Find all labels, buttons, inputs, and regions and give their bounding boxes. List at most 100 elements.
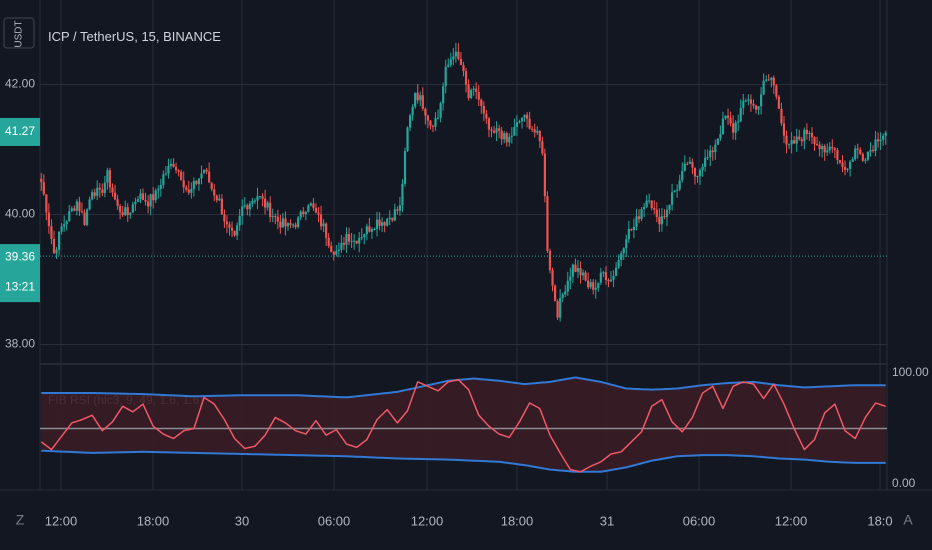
candle-body (314, 207, 318, 213)
candle-body (462, 65, 465, 72)
candle-body (602, 272, 605, 274)
candle-body (317, 212, 320, 215)
auto-scale-button[interactable]: A (903, 512, 913, 528)
candle-body (370, 229, 374, 232)
candle-body (108, 170, 112, 188)
candle-body (676, 189, 679, 191)
candle-body (836, 149, 839, 161)
left-scale-label[interactable]: USDT (14, 20, 25, 47)
candle-body (419, 95, 422, 101)
candle-body (393, 209, 396, 221)
candle-body (592, 282, 595, 290)
price-axis[interactable]: 42.00 40.00 38.00 41.27 39.36 13:21 (0, 77, 40, 351)
candle-body (391, 217, 394, 221)
candle-body (642, 206, 646, 210)
candle-body (490, 129, 493, 131)
candle-body (312, 203, 315, 208)
candle-body (360, 237, 363, 239)
price-tick-40: 40.00 (5, 207, 35, 221)
candle-body (866, 151, 870, 160)
timezone-button[interactable]: Z (16, 512, 25, 528)
candle-body (182, 180, 185, 188)
candle-body (815, 143, 819, 145)
candle-body (665, 209, 669, 218)
time-label: 12:00 (411, 513, 444, 528)
last-price-box (0, 117, 40, 146)
candle-body (803, 129, 806, 142)
candle-body (559, 297, 562, 318)
candle-body (510, 135, 513, 137)
candle-body (337, 249, 340, 251)
candle-body (243, 205, 246, 207)
candle-body (411, 106, 414, 116)
candle-body (375, 219, 379, 230)
candle-body (793, 140, 796, 144)
candle-body (406, 127, 409, 151)
candle-body (798, 136, 801, 140)
candle-body (744, 100, 747, 102)
candle-body (190, 188, 193, 193)
candle-body (528, 118, 531, 129)
candle-body (144, 199, 147, 202)
candle-body (849, 161, 852, 169)
candle-body (98, 187, 101, 190)
candle-body (467, 84, 470, 98)
candle-body (584, 272, 587, 281)
indicator-axis[interactable]: 100.00 0.00 (892, 365, 929, 490)
candle-body (630, 229, 633, 231)
candle-body (533, 129, 536, 133)
time-axis[interactable]: 12:00 18:00 30 06:00 12:00 18:00 31 06:00 12:00 1… (45, 513, 893, 528)
candle-body (470, 89, 473, 98)
candle-body (696, 176, 699, 178)
candle-body (846, 168, 849, 170)
candle-body (726, 115, 730, 118)
candle-body (879, 139, 882, 142)
candle-body (284, 218, 287, 227)
candle-body (289, 223, 292, 225)
candle-body (749, 99, 753, 104)
candle-body (747, 99, 750, 101)
candle-body (719, 133, 722, 139)
candle-body (724, 115, 727, 119)
candle-body (645, 200, 648, 207)
candle-body (147, 201, 150, 207)
candle-body (40, 178, 43, 183)
candle-body (859, 149, 862, 154)
candle-body (45, 194, 48, 213)
candle-body (157, 188, 160, 191)
candle-body (543, 153, 546, 197)
candle-body (159, 185, 162, 189)
candle-body (531, 128, 534, 130)
candle-body (444, 66, 447, 87)
candle-body (205, 169, 208, 172)
candle-body (612, 275, 615, 280)
candle-body (627, 229, 630, 240)
candle-body (50, 226, 53, 239)
candle-body (251, 201, 254, 204)
candle-body (322, 223, 325, 227)
candle-body (782, 123, 786, 136)
candle-body (358, 237, 361, 244)
candle-body (258, 196, 262, 198)
left-scale-box[interactable] (3, 17, 35, 49)
candle-body (398, 205, 402, 211)
candle-body (75, 201, 78, 211)
symbol-legend[interactable]: ICP / TetherUS, 15, BINANCE (48, 29, 221, 44)
candle-body (403, 150, 407, 184)
candle-body (795, 136, 798, 144)
candle-body (347, 234, 351, 242)
candle-body (681, 170, 684, 181)
candle-body (408, 115, 412, 128)
candle-body (154, 190, 157, 201)
candle-body (541, 141, 544, 154)
candle-body (482, 105, 485, 114)
candle-body (548, 250, 552, 271)
candle-body (826, 150, 829, 153)
candle-body (538, 130, 541, 142)
candle-body (841, 162, 844, 167)
candle-body (116, 199, 119, 206)
candle-body (518, 121, 521, 123)
candle-body (655, 209, 658, 217)
